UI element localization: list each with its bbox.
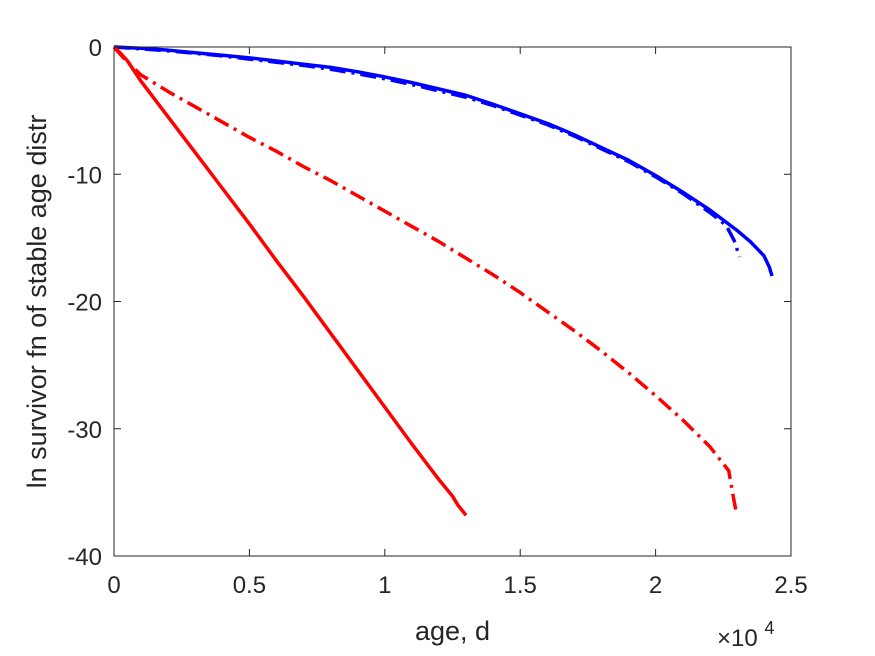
x-tick-label: 0 bbox=[107, 572, 120, 599]
x-axis-exponent-base: ×10 bbox=[717, 625, 758, 652]
x-tick-label: 2 bbox=[649, 572, 662, 599]
series-line-2 bbox=[113, 45, 742, 258]
series-layer bbox=[112, 45, 774, 517]
y-tick-label: -40 bbox=[67, 544, 102, 571]
series-line-3 bbox=[112, 45, 468, 517]
series-line-1 bbox=[113, 45, 774, 277]
y-tick-label: -10 bbox=[67, 162, 102, 189]
series-line-4 bbox=[112, 45, 739, 516]
x-tick-label: 1 bbox=[378, 572, 391, 599]
x-axis-exponent: ×10 4 bbox=[717, 618, 774, 652]
y-axis-title: ln survivor fn of stable age distr bbox=[22, 115, 52, 489]
x-tick-label: 2.5 bbox=[774, 572, 807, 599]
y-tick-label: -30 bbox=[67, 417, 102, 444]
tick-layer: 0 0.5 1 1.5 2 2.5 0 -10 -20 -30 -40 bbox=[67, 35, 807, 599]
y-tick-label: 0 bbox=[89, 35, 102, 62]
x-axis-title: age, d bbox=[415, 616, 490, 646]
x-tick-label: 0.5 bbox=[233, 572, 266, 599]
y-tick-label: -20 bbox=[67, 290, 102, 317]
plot-area bbox=[114, 47, 791, 556]
x-tick-label: 1.5 bbox=[504, 572, 537, 599]
x-axis-exponent-power: 4 bbox=[764, 618, 774, 638]
